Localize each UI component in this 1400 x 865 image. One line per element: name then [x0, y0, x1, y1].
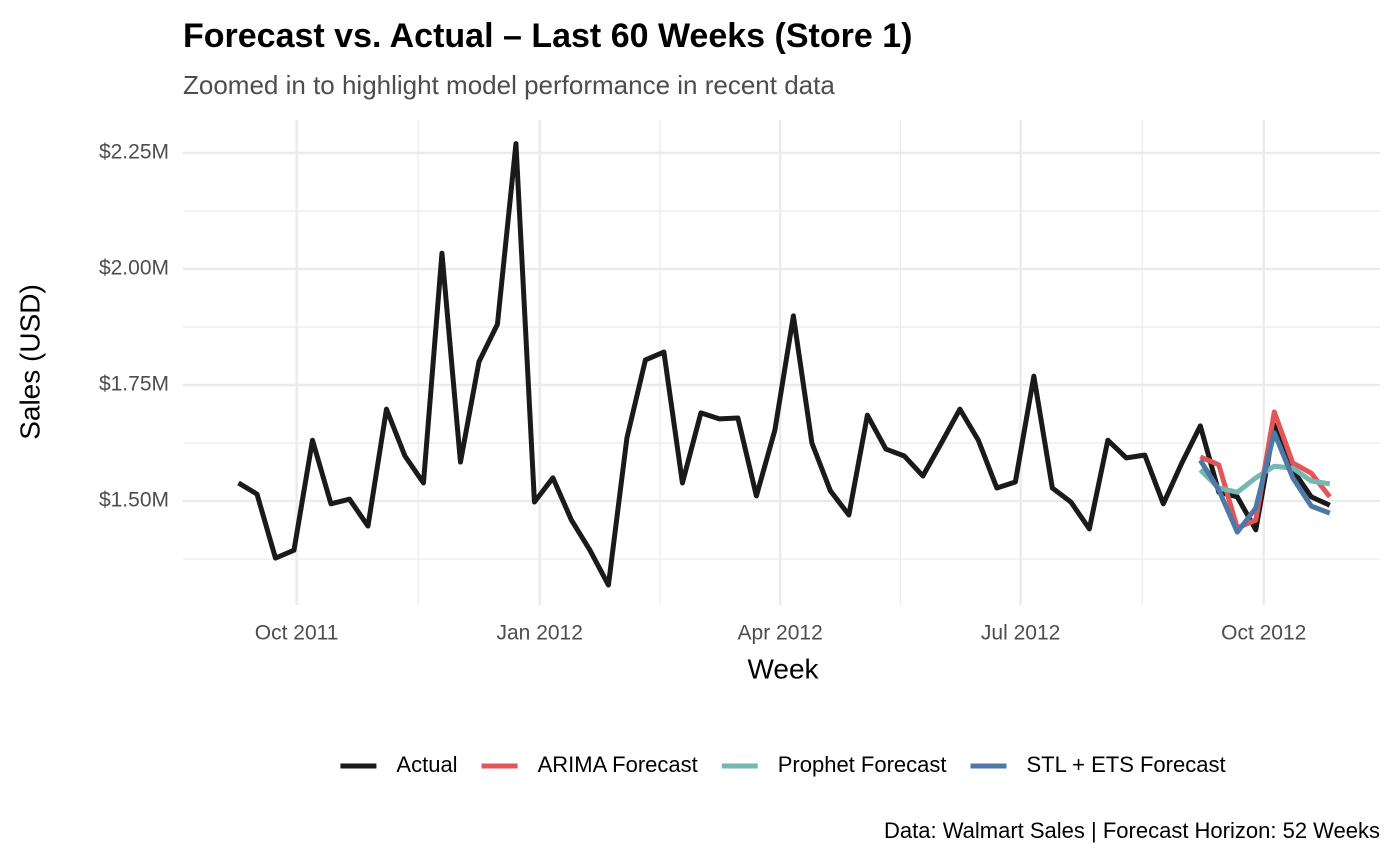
y-tick-label: $2.25M: [99, 140, 169, 163]
y-tick-label: $2.00M: [99, 257, 169, 280]
chart-subtitle: Zoomed in to highlight model performance…: [183, 70, 835, 100]
x-tick-label: Oct 2012: [1221, 622, 1306, 645]
y-axis-label: Sales (USD): [14, 284, 45, 440]
legend-label: Prophet Forecast: [778, 752, 947, 777]
series-line: [1198, 430, 1331, 535]
legend: Actual ARIMA Forecast Prophet Forecast STL …: [340, 752, 1226, 777]
series-line: [237, 141, 1331, 588]
legend-label: STL + ETS Forecast: [1026, 752, 1225, 777]
x-tick-label: Oct 2011: [255, 622, 339, 645]
y-tick-label: $1.75M: [99, 373, 169, 396]
x-tick-label: Jul 2012: [981, 622, 1060, 645]
y-tick-label: $1.50M: [99, 489, 169, 512]
legend-label: ARIMA Forecast: [538, 752, 698, 777]
x-tick-label: Apr 2012: [738, 622, 823, 645]
grid: [183, 120, 1380, 605]
x-axis-label: Week: [747, 653, 819, 684]
x-tick-label: Jan 2012: [497, 622, 583, 645]
caption: Data: Walmart Sales | Forecast Horizon: …: [884, 818, 1380, 843]
legend-label: Actual: [396, 752, 457, 777]
chart-title: Forecast vs. Actual – Last 60 Weeks (Sto…: [183, 17, 912, 55]
